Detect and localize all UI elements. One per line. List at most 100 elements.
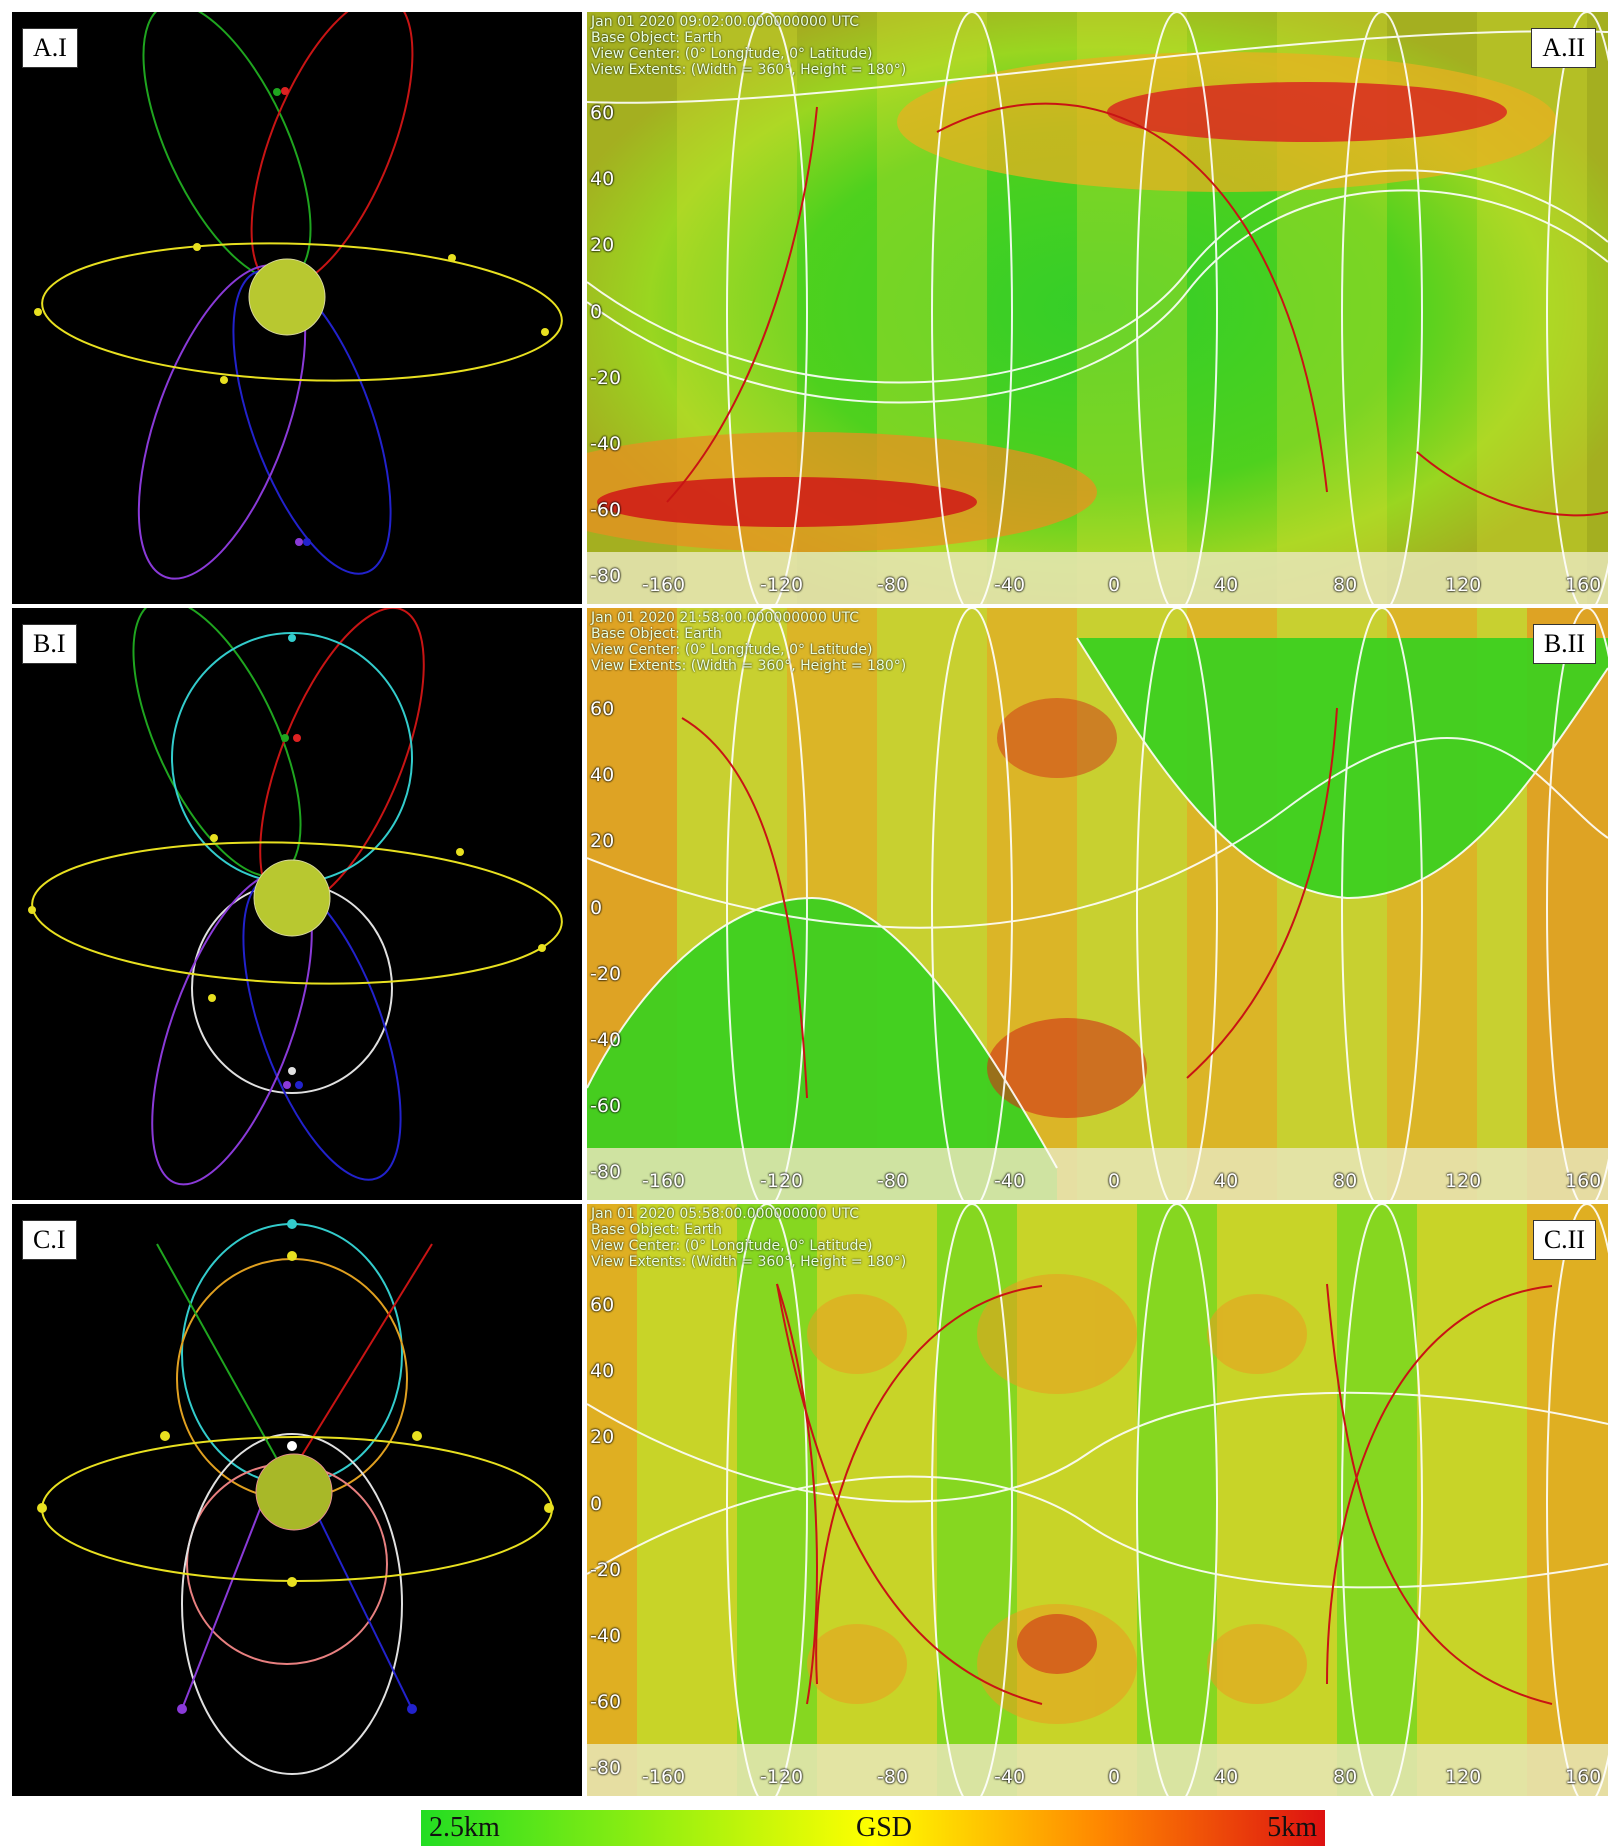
panel-label: C.I [22,1220,77,1260]
info-base-object: Base Object: Earth [591,30,722,46]
x-tick: -160 [642,574,686,596]
info-view-extents: View Extents: (Width = 360°, Height = 18… [591,658,907,674]
x-tick: 0 [1108,1766,1121,1788]
x-tick: 40 [1214,574,1239,596]
x-tick: -80 [877,1170,909,1192]
gsd-map-b: Jan 01 2020 21:58:00.000000000 UTC Base … [587,608,1608,1200]
x-tick: -120 [760,1170,804,1192]
x-tick: 0 [1108,1170,1121,1192]
orbit-yellow [41,242,563,382]
x-tick: 80 [1333,574,1358,596]
x-tick: 160 [1565,1170,1602,1192]
y-tick: 40 [590,168,615,190]
info-timestamp: Jan 01 2020 05:58:00.000000000 UTC [591,1206,860,1222]
orbit-diagram-c [37,1219,554,1775]
x-tick: -160 [642,1170,686,1192]
x-tick: -120 [760,574,804,596]
orbit-diagram-b [28,598,563,1186]
y-tick: 40 [590,764,615,786]
x-tick: -80 [877,574,909,596]
satellite-marker [295,538,303,546]
satellite-marker [287,1577,297,1587]
y-tick: 60 [590,698,615,720]
y-tick: -20 [590,963,622,985]
info-view-center: View Center: (0° Longitude, 0° Latitude) [591,46,873,62]
orbit-purple [181,1503,263,1710]
y-tick: -40 [590,1029,622,1051]
colorbar-title: GSD [856,1812,913,1843]
x-tick: 40 [1214,1766,1239,1788]
satellite-marker [293,734,301,742]
orbit-view-a: A.I [12,0,582,604]
gsd-heatmap-c [587,1204,1608,1796]
info-view-center: View Center: (0° Longitude, 0° Latitude) [591,642,873,658]
y-tick: -60 [590,1095,622,1117]
x-tick: 40 [1214,1170,1239,1192]
x-tick: -80 [877,1766,909,1788]
orbit-diagram-a [34,0,563,580]
x-tick: 0 [1108,574,1121,596]
y-tick: -60 [590,499,622,521]
figure-row-c: C.I [12,1204,1608,1796]
colorbar-max-label: 5km [1267,1812,1317,1843]
x-tick: 160 [1565,1766,1602,1788]
orbit-red [250,0,414,289]
earth-globe [255,1453,333,1531]
info-timestamp: Jan 01 2020 09:02:00.000000000 UTC [591,14,860,30]
satellite-marker [28,906,36,914]
orbit-blue [311,1503,413,1710]
y-tick: 40 [590,1360,615,1382]
panel-label: B.I [22,624,77,664]
info-timestamp: Jan 01 2020 21:58:00.000000000 UTC [591,610,860,626]
satellite-marker [273,88,281,96]
satellite-marker [37,1503,47,1513]
satellite-marker [544,1503,554,1513]
earth-globe [248,258,326,336]
gsd-map-a: Jan 01 2020 09:02:00.000000000 UTC Base … [587,12,1608,604]
satellite-marker [412,1431,422,1441]
y-tick: -80 [590,1757,622,1779]
x-tick: 160 [1565,574,1602,596]
orbit-white [181,1433,403,1775]
y-tick: -60 [590,1691,622,1713]
satellite-marker [407,1704,417,1714]
satellite-marker [281,734,289,742]
x-tick: 120 [1445,1766,1482,1788]
panel-label: A.II [1531,28,1596,68]
map-info-c: Jan 01 2020 05:58:00.000000000 UTC Base … [591,1206,906,1270]
panel-label: A.I [22,28,78,68]
x-tick: -40 [994,574,1026,596]
map-info-b: Jan 01 2020 21:58:00.000000000 UTC Base … [591,610,906,674]
figure-row-b: B.I [12,598,1608,1200]
info-view-center: View Center: (0° Longitude, 0° Latitude) [591,1238,873,1254]
satellite-marker [538,944,546,952]
panel-label: C.II [1532,1220,1596,1260]
orbit-blue [232,269,392,575]
y-tick: 20 [590,1426,615,1448]
x-tick: 80 [1333,1170,1358,1192]
figure-row-a: A.I [12,0,1608,604]
satellite-marker [295,1081,303,1089]
satellite-marker [193,243,201,251]
map-info-a: Jan 01 2020 09:02:00.000000000 UTC Base … [591,14,906,78]
x-tick: -40 [994,1766,1026,1788]
satellite-marker [288,1067,296,1075]
satellite-marker [303,538,311,546]
y-tick: 20 [590,830,615,852]
satellite-marker [287,1219,297,1229]
satellite-marker [456,848,464,856]
y-tick: 60 [590,1294,615,1316]
satellite-marker [287,1441,297,1451]
satellite-marker [288,634,296,642]
orbit-view-b: B.I [12,598,582,1200]
satellite-marker [34,308,42,316]
info-base-object: Base Object: Earth [591,626,722,642]
earth-globe [253,859,331,937]
gsd-colorbar: 2.5km GSD 5km [421,1810,1325,1846]
satellite-marker [541,328,549,336]
y-tick: -20 [590,367,622,389]
x-tick: 80 [1333,1766,1358,1788]
y-tick: -80 [590,565,622,587]
satellite-marker [177,1704,187,1714]
orbit-view-c: C.I [12,1204,582,1796]
